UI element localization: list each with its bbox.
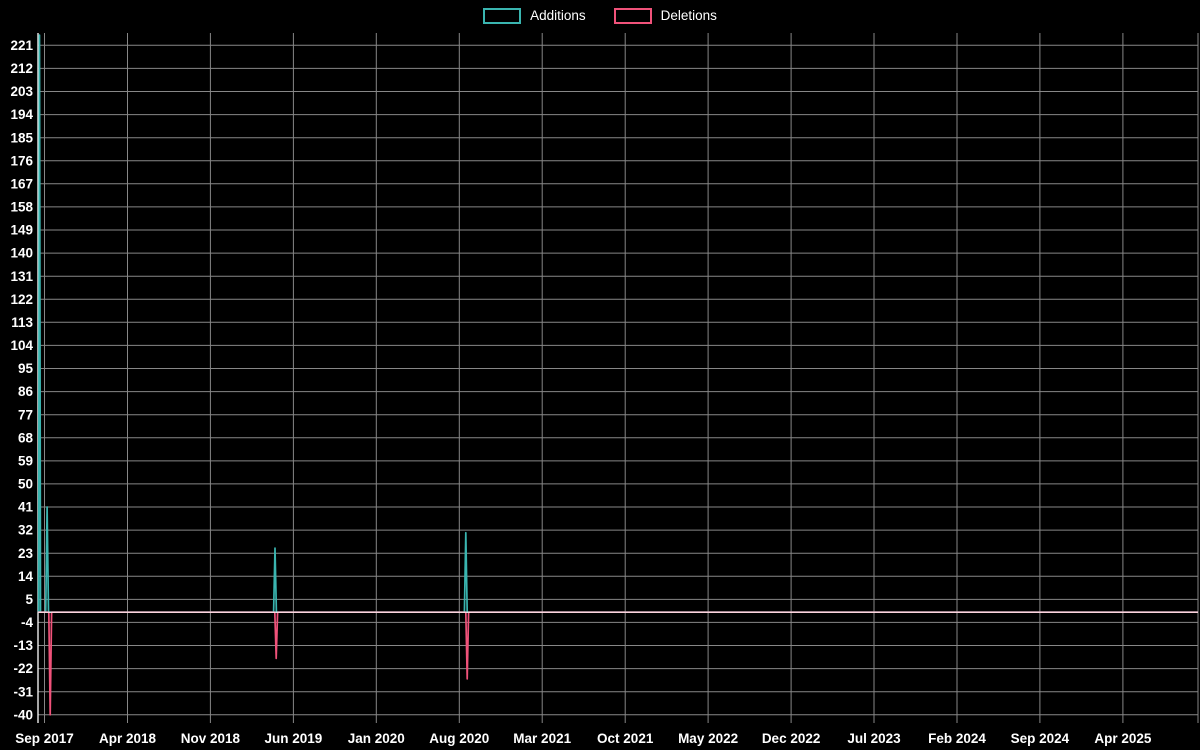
svg-text:167: 167 [10, 176, 33, 191]
svg-text:176: 176 [10, 153, 33, 168]
legend-item-additions[interactable]: Additions [483, 7, 586, 25]
svg-text:Nov 2018: Nov 2018 [181, 731, 241, 746]
svg-text:194: 194 [10, 107, 33, 122]
svg-text:149: 149 [10, 223, 33, 238]
svg-text:59: 59 [18, 454, 33, 469]
svg-text:14: 14 [18, 569, 34, 584]
svg-text:23: 23 [18, 546, 34, 561]
svg-text:113: 113 [11, 315, 33, 330]
svg-text:Jun 2019: Jun 2019 [265, 731, 323, 746]
svg-text:86: 86 [18, 384, 34, 399]
svg-text:140: 140 [10, 246, 33, 261]
svg-text:Dec 2022: Dec 2022 [762, 731, 821, 746]
svg-text:-40: -40 [13, 707, 33, 722]
svg-text:Mar 2021: Mar 2021 [513, 731, 571, 746]
legend-swatch-additions-icon [483, 8, 522, 24]
svg-text:Apr 2025: Apr 2025 [1094, 731, 1152, 746]
svg-text:Feb 2024: Feb 2024 [928, 731, 986, 746]
svg-text:95: 95 [18, 361, 34, 376]
legend-item-deletions[interactable]: Deletions [613, 7, 717, 25]
legend-swatch-deletions-icon [613, 8, 652, 24]
svg-text:221: 221 [10, 38, 33, 53]
svg-text:May 2022: May 2022 [678, 731, 738, 746]
svg-text:5: 5 [25, 592, 33, 607]
svg-text:Oct 2021: Oct 2021 [597, 731, 654, 746]
svg-text:77: 77 [18, 407, 33, 422]
svg-text:185: 185 [10, 130, 33, 145]
svg-text:-22: -22 [13, 661, 33, 676]
svg-text:Sep 2017: Sep 2017 [15, 731, 74, 746]
svg-text:Jul 2023: Jul 2023 [847, 731, 901, 746]
svg-text:Jan 2020: Jan 2020 [348, 731, 405, 746]
svg-text:32: 32 [18, 523, 33, 538]
svg-text:-4: -4 [21, 615, 33, 630]
svg-text:50: 50 [18, 477, 33, 492]
svg-text:Sep 2024: Sep 2024 [1011, 731, 1070, 746]
svg-text:Apr 2018: Apr 2018 [99, 731, 157, 746]
y-axis-labels: -40 -31 -22 -13 -4 5 14 23 32 41 50 59 68 77 86 95 104 11… [10, 38, 33, 723]
svg-text:-13: -13 [13, 638, 33, 653]
svg-text:-31: -31 [13, 684, 33, 699]
svg-text:68: 68 [18, 430, 34, 445]
legend-label-deletions: Deletions [660, 8, 717, 23]
svg-text:Aug 2020: Aug 2020 [429, 731, 489, 746]
svg-text:212: 212 [10, 61, 33, 76]
grid-horizontal [38, 44, 1198, 716]
series-deletions [38, 611, 1198, 716]
x-axis-labels: Sep 2017 Apr 2018 Nov 2018 Jun 2019 Jan 2020… [15, 731, 1152, 746]
svg-text:104: 104 [10, 338, 33, 353]
svg-text:122: 122 [10, 292, 33, 307]
legend-label-additions: Additions [530, 8, 586, 23]
chart-legend: Additions Deletions [0, 7, 1200, 25]
svg-text:41: 41 [18, 500, 34, 515]
svg-text:158: 158 [10, 200, 33, 215]
svg-text:203: 203 [10, 84, 33, 99]
svg-text:131: 131 [10, 269, 33, 284]
series-additions [37, 34, 1198, 614]
grid-vertical [44, 33, 1199, 723]
